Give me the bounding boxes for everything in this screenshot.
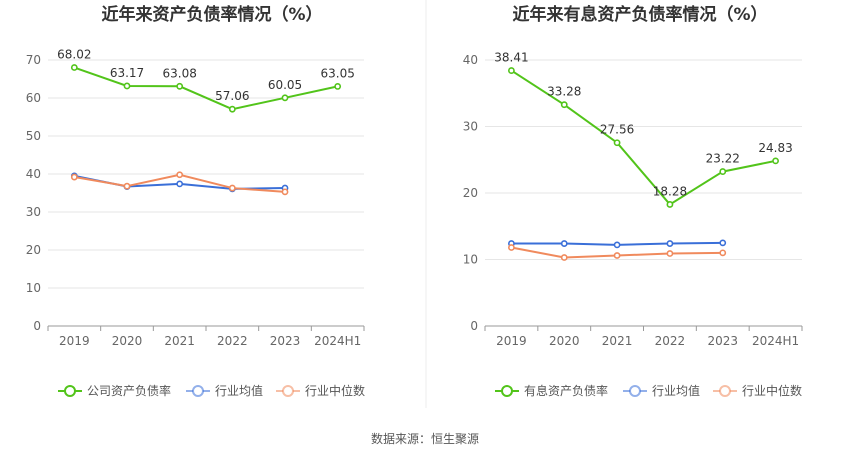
right-chart: 近年来有息资产负债率情况（%） 0 10 20 30 40 2019 2020 2021 2022… <box>463 4 803 398</box>
data-label: 63.05 <box>320 66 354 80</box>
data-point[interactable] <box>560 101 568 109</box>
series-2 <box>508 244 727 261</box>
y-tick-label: 20 <box>463 186 478 200</box>
legend-item[interactable]: 行业中位数 <box>713 383 802 398</box>
legend-label: 行业中位数 <box>742 383 802 398</box>
y-tick-label: 60 <box>26 91 41 105</box>
data-point[interactable] <box>666 240 674 247</box>
data-point[interactable] <box>123 82 131 90</box>
legend-label: 行业均值 <box>652 383 700 398</box>
series-1 <box>508 239 727 249</box>
legend-item[interactable]: 公司资产负债率 <box>58 383 171 398</box>
data-label: 63.17 <box>110 66 144 80</box>
data-point[interactable] <box>176 171 184 179</box>
data-point[interactable] <box>508 67 515 74</box>
series-0: 38.41 33.28 27.56 18.28 23.22 24.83 <box>494 51 793 208</box>
data-label: 38.41 <box>494 51 528 65</box>
data-point[interactable] <box>281 188 289 196</box>
x-tick-label: 2022 <box>655 334 686 348</box>
data-point[interactable] <box>123 182 131 190</box>
left-chart: 近年来资产负债率情况（%） 0 10 20 30 40 50 60 70 2019 2020 2021… <box>26 4 365 398</box>
y-tick-label: 0 <box>33 319 41 333</box>
data-label: 27.56 <box>600 123 634 137</box>
data-point[interactable] <box>176 82 184 90</box>
data-label: 23.22 <box>706 152 740 166</box>
source-note: 数据来源：恒生聚源 <box>371 431 479 446</box>
x-tick-label: 2019 <box>59 334 90 348</box>
data-label: 60.05 <box>268 78 302 92</box>
legend-swatch-marker <box>192 385 204 397</box>
legend-label: 公司资产负债率 <box>87 383 171 398</box>
x-tick-label: 2020 <box>549 334 580 348</box>
data-point[interactable] <box>508 244 515 251</box>
data-point[interactable] <box>560 254 568 261</box>
data-point[interactable] <box>613 252 621 259</box>
data-label: 63.08 <box>162 66 196 80</box>
data-point[interactable] <box>666 201 674 208</box>
y-tick-label: 30 <box>463 120 478 134</box>
y-tick-label: 40 <box>26 167 41 181</box>
legend-swatch-marker <box>629 385 641 397</box>
x-tick-label: 2019 <box>496 334 527 348</box>
legend-swatch-marker <box>501 385 513 397</box>
x-tick-label: 2024H1 <box>314 334 361 348</box>
y-tick-label: 50 <box>26 129 41 143</box>
data-label: 57.06 <box>215 89 249 103</box>
legend-swatch-marker <box>64 385 76 397</box>
legend-swatch-marker <box>282 385 294 397</box>
x-tick-label: 2021 <box>164 334 195 348</box>
data-point[interactable] <box>613 139 621 147</box>
x-tick-label: 2020 <box>112 334 143 348</box>
y-tick-label: 40 <box>463 53 478 67</box>
data-point[interactable] <box>719 239 727 247</box>
data-point[interactable] <box>70 173 78 181</box>
data-point[interactable] <box>228 184 236 192</box>
data-point[interactable] <box>70 64 78 71</box>
legend-item[interactable]: 行业均值 <box>186 383 263 398</box>
data-point[interactable] <box>334 83 342 90</box>
legend-item[interactable]: 行业中位数 <box>276 383 365 398</box>
data-point[interactable] <box>772 157 779 165</box>
x-tick-label: 2023 <box>270 334 301 348</box>
y-tick-label: 20 <box>26 243 41 257</box>
data-point[interactable] <box>560 240 568 247</box>
data-point[interactable] <box>613 241 621 249</box>
y-tick-label: 10 <box>26 281 41 295</box>
data-label: 24.83 <box>758 141 792 155</box>
series-0: 68.02 63.17 63.08 57.06 60.05 63.05 <box>57 48 355 113</box>
data-point[interactable] <box>719 249 727 257</box>
y-tick-label: 10 <box>463 253 478 267</box>
chart-title: 近年来有息资产负债率情况（%） <box>512 4 767 25</box>
data-point[interactable] <box>176 180 184 188</box>
data-label: 18.28 <box>653 184 687 198</box>
legend-label: 行业中位数 <box>305 383 365 398</box>
x-tick-label: 2021 <box>602 334 633 348</box>
legend-swatch-marker <box>719 385 731 397</box>
y-tick-label: 0 <box>470 319 478 333</box>
data-point[interactable] <box>228 105 236 113</box>
data-point[interactable] <box>666 250 674 257</box>
legend-label: 行业均值 <box>215 383 263 398</box>
series-line <box>510 69 776 206</box>
data-point[interactable] <box>719 168 727 175</box>
legend-label: 有息资产负债率 <box>524 383 608 398</box>
series-2 <box>70 171 289 196</box>
data-point[interactable] <box>281 94 289 102</box>
x-tick-label: 2022 <box>217 334 248 348</box>
x-tick-label: 2024H1 <box>752 334 799 348</box>
data-label: 68.02 <box>57 48 91 62</box>
series-line <box>74 66 338 111</box>
x-tick-label: 2023 <box>707 334 738 348</box>
legend-item[interactable]: 有息资产负债率 <box>495 383 608 398</box>
y-tick-label: 70 <box>26 53 41 67</box>
legend-item[interactable]: 行业均值 <box>623 383 700 398</box>
data-label: 33.28 <box>547 85 581 99</box>
y-tick-label: 30 <box>26 205 41 219</box>
chart-title: 近年来资产负债率情况（%） <box>101 4 322 25</box>
